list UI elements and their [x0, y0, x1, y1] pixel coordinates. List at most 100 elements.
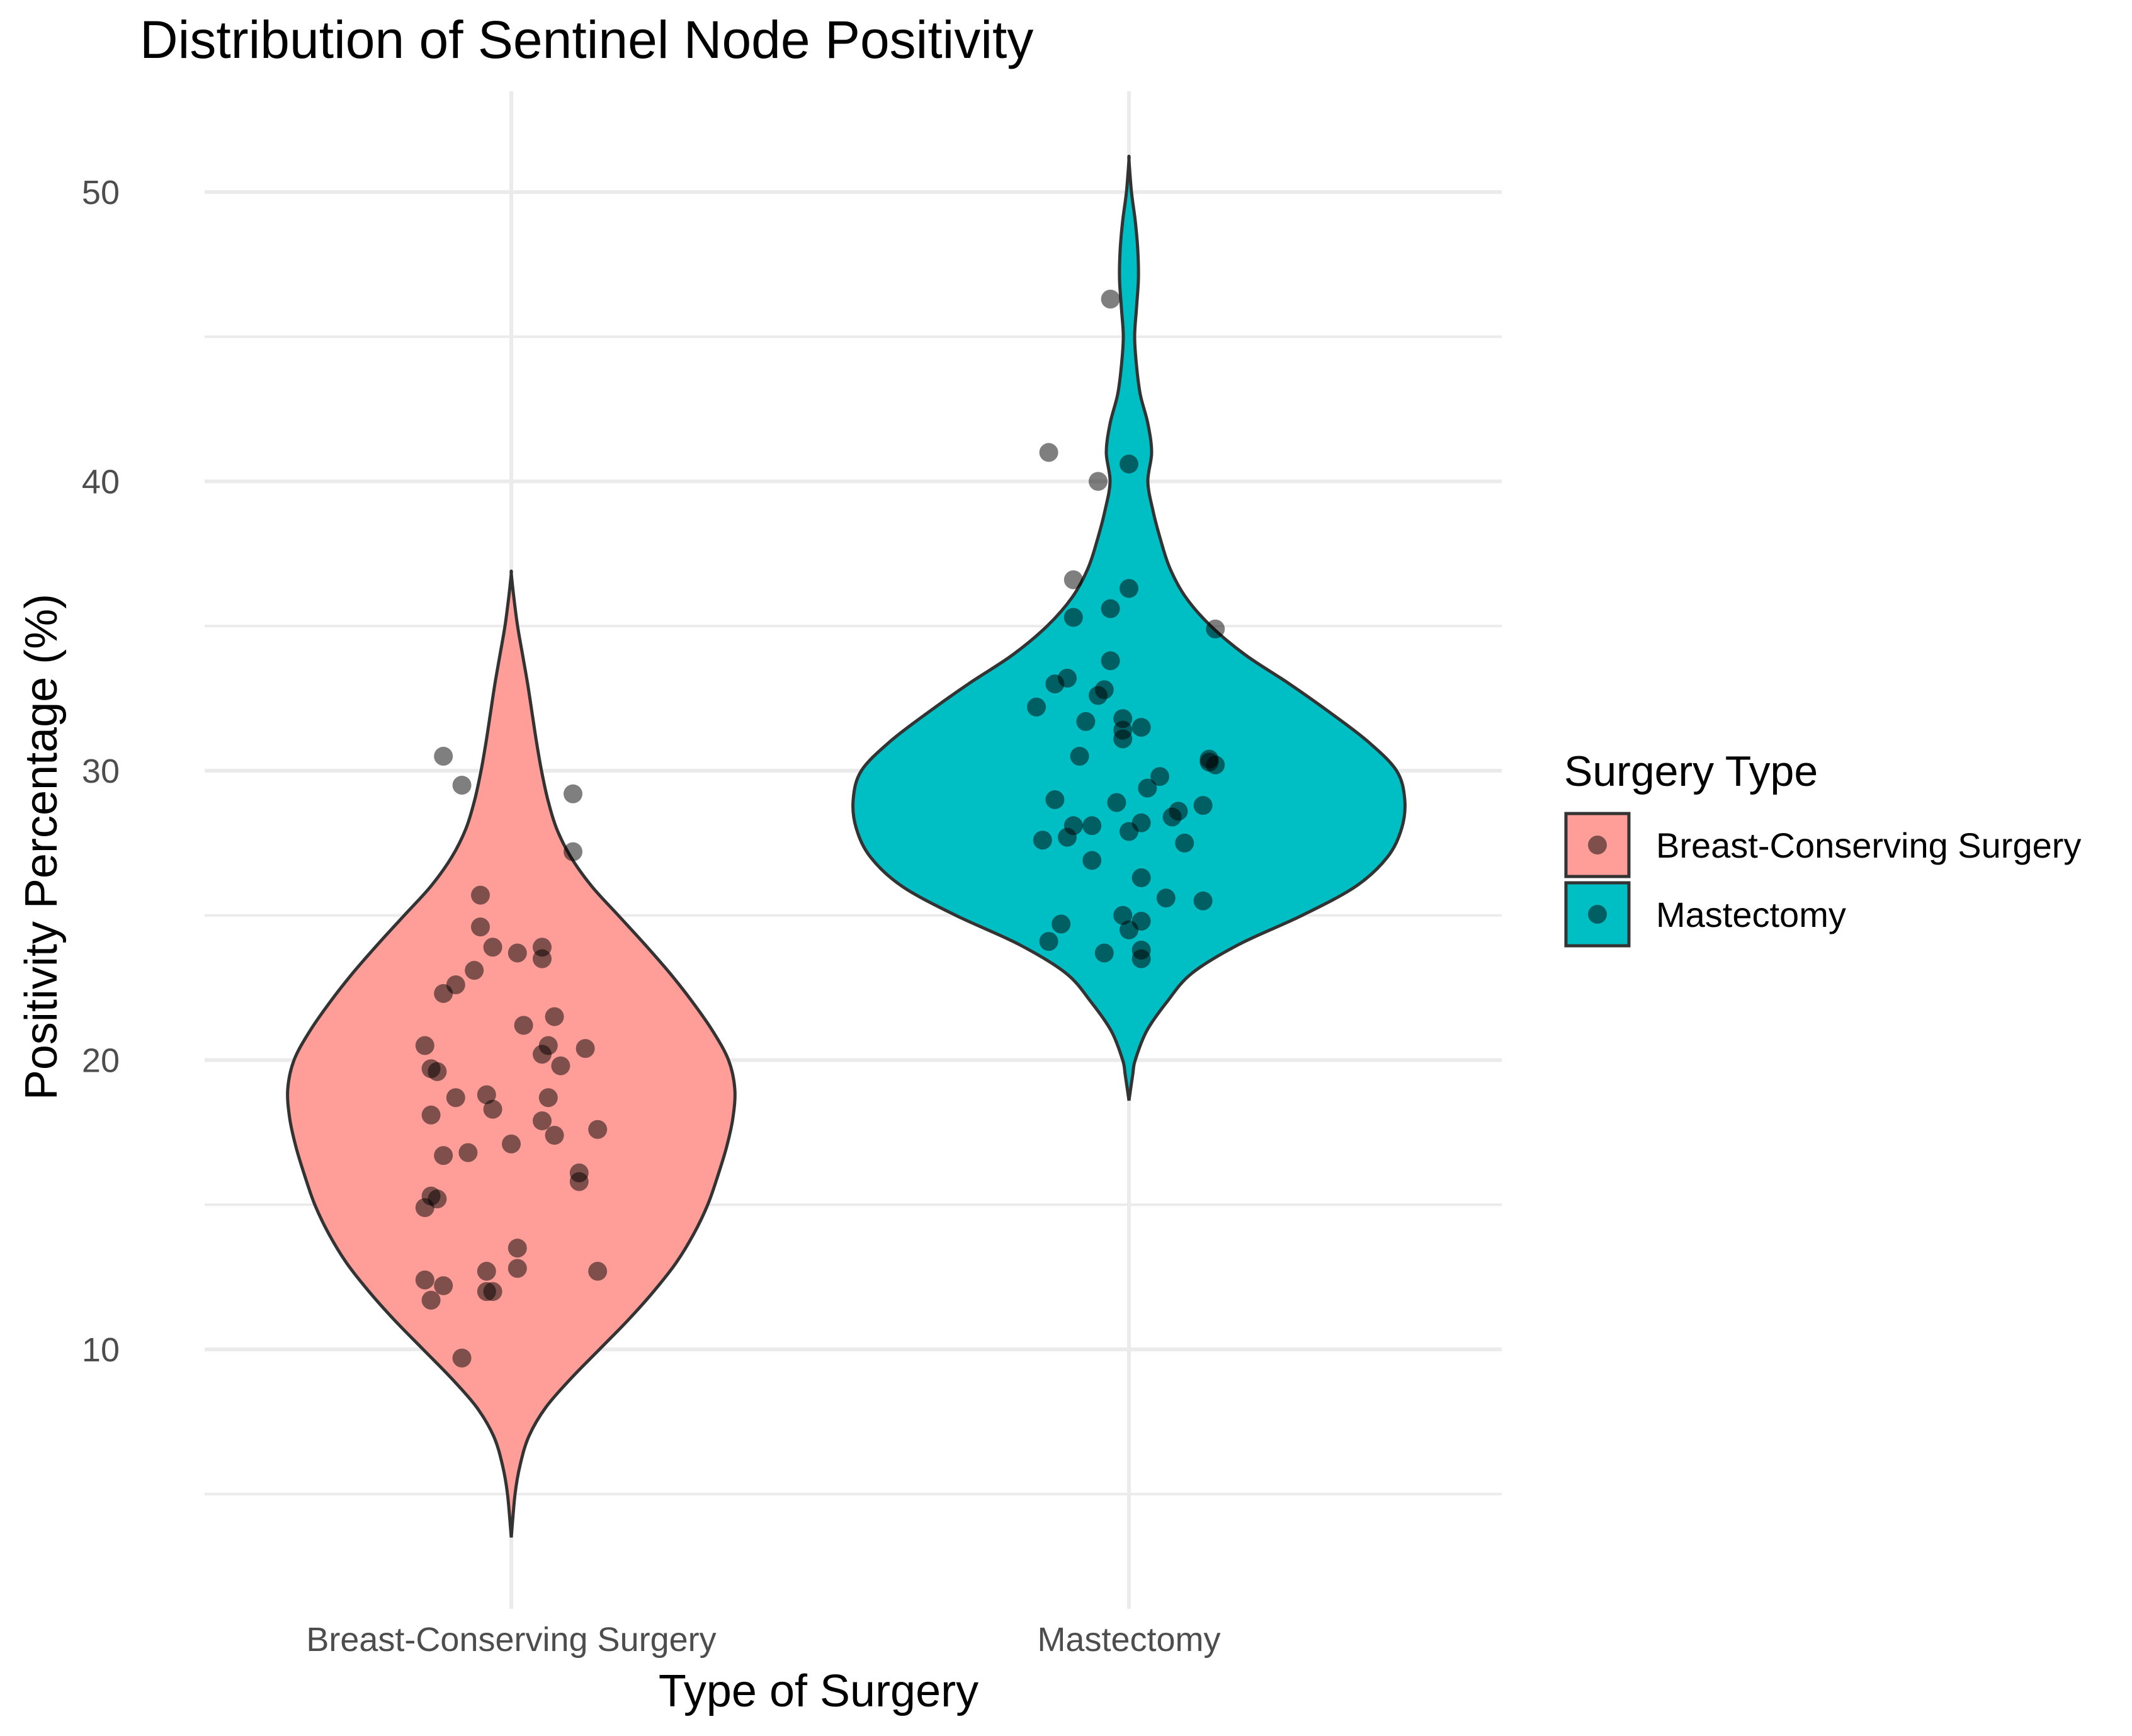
x-axis-title: Type of Surgery: [659, 1666, 978, 1716]
data-point: [1150, 767, 1169, 786]
data-point: [1120, 579, 1138, 598]
legend: Surgery Type Breast-Conserving Surgery Ma…: [1564, 747, 2081, 948]
data-point: [1120, 822, 1138, 841]
data-point: [1094, 943, 1114, 963]
data-point: [1193, 796, 1213, 815]
data-point: [428, 1062, 447, 1081]
data-point: [533, 1111, 552, 1130]
data-point: [1162, 807, 1182, 827]
data-point: [1101, 290, 1120, 309]
y-tick-label: 20: [82, 1042, 120, 1080]
data-point: [1063, 608, 1083, 627]
data-point: [1027, 697, 1046, 717]
data-point: [1058, 827, 1077, 847]
data-point: [507, 943, 527, 963]
data-point: [569, 1172, 589, 1191]
data-point: [1175, 833, 1194, 853]
data-point: [1156, 888, 1176, 908]
legend-dot: [1588, 905, 1607, 924]
legend-swatch: [1564, 881, 1631, 948]
data-point: [1131, 949, 1151, 968]
legend-item: Mastectomy: [1564, 881, 1846, 948]
data-point: [1033, 831, 1052, 850]
data-point: [514, 1016, 533, 1035]
data-point: [477, 1085, 496, 1104]
violin-mastectomy: [851, 154, 1407, 1101]
data-point: [415, 1036, 434, 1055]
data-point: [551, 1056, 570, 1075]
data-point: [434, 1276, 453, 1295]
data-point: [1101, 599, 1120, 618]
data-point: [458, 1143, 478, 1162]
data-point: [446, 1088, 465, 1108]
legend-swatch: [1564, 812, 1631, 878]
data-point: [1206, 619, 1225, 638]
violin-layer: [286, 154, 1407, 1538]
data-point: [1076, 712, 1096, 731]
data-point: [1063, 570, 1083, 589]
y-tick-label: 40: [82, 463, 120, 501]
y-tick-label: 10: [82, 1331, 120, 1369]
data-point: [415, 1198, 434, 1217]
jitter-points-layer: [415, 290, 1225, 1368]
chart-title: Distribution of Sentinel Node Positivity: [140, 10, 1033, 69]
data-point: [1120, 454, 1138, 474]
data-point: [415, 1270, 434, 1290]
x-axis-ticks: Breast-Conserving Surgery Mastectomy: [306, 1621, 1220, 1659]
data-point: [545, 1125, 564, 1145]
data-point: [507, 1239, 527, 1258]
data-point: [1082, 816, 1102, 836]
data-point: [588, 1261, 608, 1281]
data-point: [1107, 793, 1126, 812]
data-point: [1193, 891, 1213, 911]
y-axis-title: Positivity Percentage (%): [16, 594, 67, 1100]
data-point: [564, 842, 582, 861]
data-point: [1052, 914, 1071, 934]
data-point: [434, 1146, 453, 1166]
data-point: [588, 1120, 608, 1139]
data-point: [477, 1261, 496, 1281]
data-point: [1045, 790, 1065, 809]
data-point: [545, 1007, 564, 1026]
data-point: [1113, 905, 1133, 925]
data-point: [1039, 443, 1058, 462]
legend-items: Breast-Conserving Surgery Mastectomy: [1564, 812, 2081, 948]
data-point: [1039, 932, 1058, 951]
data-point: [1089, 472, 1108, 491]
data-point: [576, 1039, 595, 1058]
data-point: [421, 1105, 441, 1125]
data-point: [1045, 674, 1065, 694]
data-point: [1113, 729, 1133, 749]
data-point: [533, 949, 552, 968]
y-tick-label: 30: [82, 752, 120, 790]
data-point: [483, 1099, 502, 1119]
data-point: [1131, 868, 1151, 888]
data-point: [1120, 920, 1138, 939]
legend-label: Breast-Conserving Surgery: [1656, 825, 2081, 865]
y-tick-label: 50: [82, 174, 120, 212]
x-tick-label: Breast-Conserving Surgery: [306, 1621, 716, 1659]
legend-item: Breast-Conserving Surgery: [1564, 812, 2081, 878]
x-tick-label: Mastectomy: [1037, 1621, 1220, 1659]
data-point: [452, 1348, 472, 1368]
data-point: [1101, 651, 1120, 671]
data-point: [477, 1282, 496, 1302]
data-point: [1206, 755, 1225, 774]
data-point: [434, 747, 453, 766]
data-point: [1131, 718, 1151, 737]
data-point: [538, 1088, 558, 1108]
data-point: [465, 961, 484, 980]
data-point: [471, 917, 490, 937]
data-point: [434, 984, 453, 1003]
legend-title: Surgery Type: [1564, 747, 1818, 795]
data-point: [471, 885, 490, 905]
data-point: [533, 1045, 552, 1064]
data-point: [1089, 686, 1108, 705]
legend-label: Mastectomy: [1656, 895, 1846, 934]
data-point: [1138, 778, 1157, 798]
data-point: [483, 938, 502, 957]
legend-dot: [1588, 836, 1607, 854]
data-point: [1070, 747, 1089, 766]
data-point: [507, 1259, 527, 1278]
